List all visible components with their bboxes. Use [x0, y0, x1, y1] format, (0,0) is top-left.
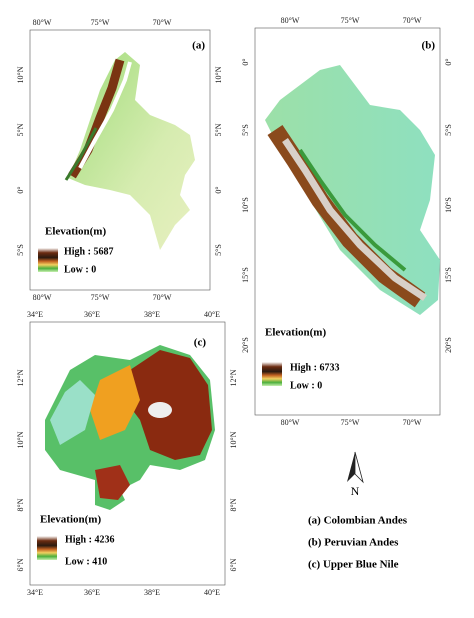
legend-title: Elevation(m)	[265, 327, 326, 339]
left-tick-label: 12°N	[16, 369, 25, 386]
left-tick-label: 5°S	[16, 244, 25, 256]
right-tick-label: 20°S	[444, 337, 453, 353]
left-tick-label: 10°N	[16, 431, 25, 448]
map-andes	[282, 138, 427, 301]
left-tick-label: 5°S	[241, 124, 250, 136]
left-tick-label: 10°N	[16, 66, 25, 83]
top-tick-label: 40°E	[204, 310, 220, 319]
legend-swatch	[262, 362, 282, 386]
legend-high: High : 4236	[65, 534, 114, 545]
map-nile-peak	[148, 402, 172, 418]
legend-title: Elevation(m)	[45, 226, 106, 238]
panel-frame	[29, 321, 226, 586]
north-label: N	[351, 484, 360, 498]
right-tick-label: 10°N	[214, 66, 223, 83]
panel-label: (b)	[422, 40, 436, 52]
bottom-tick-label: 75°W	[341, 418, 360, 427]
top-tick-label: 36°E	[84, 310, 100, 319]
top-tick-label: 34°E	[27, 310, 43, 319]
map-colombia	[68, 52, 195, 250]
right-tick-label: 12°N	[229, 369, 238, 386]
right-tick-label: 15°S	[444, 267, 453, 283]
panel-frame	[254, 27, 441, 416]
legend-swatch	[38, 248, 58, 272]
panel-frame	[29, 29, 211, 291]
map-nile-low	[50, 380, 95, 445]
map-nile-south	[95, 465, 130, 500]
right-tick-label: 8°N	[229, 498, 238, 511]
left-tick-label: 10°S	[241, 197, 250, 213]
top-tick-label: 75°W	[91, 18, 110, 27]
top-tick-label: 38°E	[144, 310, 160, 319]
left-tick-label: 0°	[16, 186, 25, 193]
right-tick-label: 0°	[214, 186, 223, 193]
caption: (b) Peruvian Andes	[308, 537, 399, 549]
left-tick-label: 0°	[241, 58, 250, 65]
map-andes	[64, 127, 98, 181]
left-tick-label: 6°N	[16, 558, 25, 571]
bottom-tick-label: 36°E	[84, 588, 100, 597]
map-andes	[78, 61, 132, 169]
legend-low: Low : 410	[65, 556, 107, 567]
right-tick-label: 5°S	[214, 244, 223, 256]
north-arrow	[354, 451, 364, 484]
right-tick-label: 0°	[444, 58, 453, 65]
top-tick-label: 70°W	[153, 18, 172, 27]
map-andes	[298, 148, 407, 272]
north-arrow	[347, 452, 355, 482]
top-tick-label: 80°W	[281, 16, 300, 25]
legend-low: Low : 0	[290, 380, 322, 391]
left-tick-label: 8°N	[16, 498, 25, 511]
bottom-tick-label: 38°E	[144, 588, 160, 597]
caption: (a) Colombian Andes	[308, 515, 408, 527]
legend-swatch	[37, 536, 57, 560]
legend-low: Low : 0	[64, 264, 96, 275]
top-tick-label: 75°W	[341, 16, 360, 25]
map-nile-mid	[90, 365, 140, 440]
caption: (c) Upper Blue Nile	[308, 559, 399, 571]
bottom-tick-label: 80°W	[281, 418, 300, 427]
bottom-tick-label: 75°W	[91, 293, 110, 302]
legend-high: High : 6733	[290, 362, 339, 373]
bottom-tick-label: 40°E	[204, 588, 220, 597]
panel-label: (c)	[194, 337, 207, 349]
right-tick-label: 5°N	[214, 123, 223, 136]
bottom-tick-label: 80°W	[33, 293, 52, 302]
bottom-tick-label: 34°E	[27, 588, 43, 597]
top-tick-label: 80°W	[33, 18, 52, 27]
right-tick-label: 6°N	[229, 558, 238, 571]
legend-title: Elevation(m)	[40, 514, 101, 526]
top-tick-label: 70°W	[403, 16, 422, 25]
left-tick-label: 5°N	[16, 123, 25, 136]
left-tick-label: 20°S	[241, 337, 250, 353]
panel-label: (a)	[192, 40, 205, 52]
legend-high: High : 5687	[64, 246, 113, 257]
map-andes	[68, 58, 125, 179]
right-tick-label: 5°S	[444, 124, 453, 136]
left-tick-label: 15°S	[241, 267, 250, 283]
map-peru	[265, 65, 440, 315]
right-tick-label: 10°S	[444, 197, 453, 213]
bottom-tick-label: 70°W	[403, 418, 422, 427]
right-tick-label: 10°N	[229, 431, 238, 448]
bottom-tick-label: 70°W	[153, 293, 172, 302]
